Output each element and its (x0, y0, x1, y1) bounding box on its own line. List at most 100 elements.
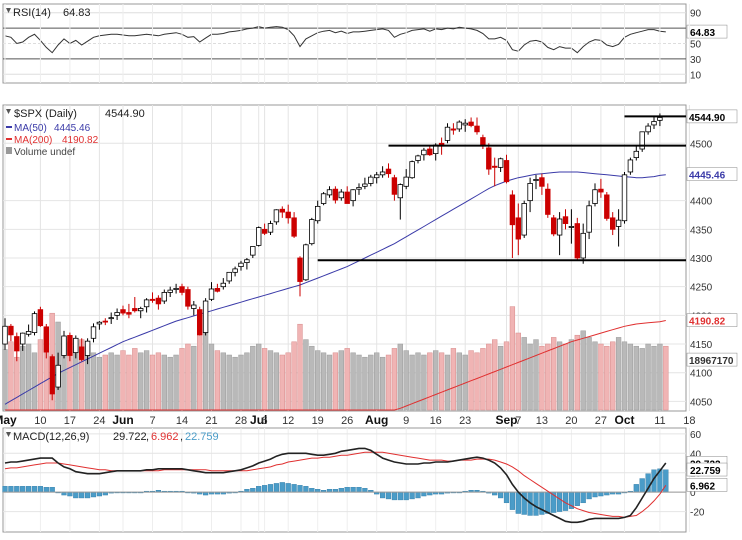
date-tick-label: 7 (515, 415, 521, 427)
candle-up (208, 288, 215, 300)
candle-up (651, 121, 657, 126)
volume-bar (338, 350, 344, 411)
candle-down (179, 286, 185, 293)
volume-bar (403, 350, 409, 411)
date-tick-label: 17 (64, 415, 76, 427)
date-tick-label: 19 (312, 415, 324, 427)
price-dropdown-icon[interactable] (6, 109, 11, 114)
macd-dropdown-icon[interactable] (6, 432, 11, 437)
candle-up (621, 174, 628, 222)
volume-bar (391, 348, 398, 411)
candle-down (427, 148, 433, 156)
date-tick-label: 10 (34, 415, 46, 427)
symbol-last-price: 4544.90 (105, 108, 145, 120)
candle-down (126, 312, 132, 315)
volume-bar (651, 345, 657, 411)
candle-down (214, 287, 221, 292)
volume-bar (362, 356, 368, 411)
volume-bar (2, 349, 8, 411)
macd-histogram-bar (273, 483, 280, 493)
volume-bar (250, 345, 256, 411)
macd-histogram-bar (256, 486, 262, 493)
volume-axis-label: 18967170 (689, 356, 734, 367)
date-tick-label: 7 (149, 415, 155, 427)
candle-up (167, 289, 173, 293)
candle-up (250, 246, 256, 256)
volume-bar (633, 345, 639, 411)
candle-up (421, 149, 427, 156)
candle-up (238, 262, 244, 268)
candle-down (185, 289, 191, 307)
volume-axis-label-badge (686, 352, 738, 367)
candle-up (303, 244, 309, 281)
macd-histogram-bar (90, 491, 97, 498)
price-tick-label: 4300 (690, 254, 713, 265)
candle-down (539, 177, 545, 187)
macd-histogram-bar (545, 491, 551, 514)
volume-bar (155, 352, 162, 411)
date-tick-label: 9 (403, 415, 409, 427)
volume-bar (132, 348, 138, 411)
macd-histogram-bar (2, 486, 8, 493)
volume-bar (149, 354, 156, 411)
volume-bar (539, 345, 545, 411)
volume-bar (37, 339, 44, 411)
volume-bar (509, 306, 516, 411)
volume-bar (486, 343, 492, 411)
date-tick-label: Jun (112, 413, 133, 427)
volume-bar (108, 352, 114, 411)
volume-bar (562, 343, 569, 411)
candle-up (314, 205, 321, 222)
macd-histogram-bar (26, 486, 32, 493)
volume-bar (208, 343, 215, 411)
volume-bar (521, 337, 527, 411)
date-tick-label: 23 (459, 415, 471, 427)
rsi-dropdown-icon[interactable] (6, 8, 11, 13)
volume-bar (256, 343, 262, 411)
volume-bar (315, 350, 321, 411)
volume-bar (415, 352, 421, 411)
candle-down (285, 211, 291, 219)
volume-bar (344, 348, 350, 411)
volume-bar (592, 341, 598, 411)
candle-up (232, 268, 238, 273)
candle-down (279, 208, 285, 213)
volume-bar (615, 337, 622, 411)
volume-bar (586, 337, 592, 411)
price-tick-label: 4250 (690, 283, 713, 294)
candle-up (633, 150, 639, 159)
candle-up (96, 321, 103, 325)
volume-bar (545, 343, 551, 411)
volume-bar (114, 354, 120, 411)
macd-histogram-bar (250, 488, 256, 493)
macd-histogram-bar (37, 486, 44, 493)
macd-histogram-bar (421, 491, 427, 497)
candle-up (521, 203, 527, 236)
volume-bar (214, 350, 221, 411)
candle-down (332, 188, 339, 201)
volume-bar (90, 352, 97, 411)
candle-up (373, 174, 380, 179)
macd-histogram-bar (380, 491, 386, 499)
last-price-label-badge (686, 109, 738, 124)
macd-histogram-bar (285, 483, 291, 493)
candle-up (362, 183, 368, 187)
date-tick-label: Sep (495, 413, 517, 427)
macd-histogram-bar (557, 491, 563, 512)
candle-down (515, 217, 521, 240)
candle-up (19, 332, 26, 345)
volume-layer (2, 306, 669, 411)
rsi-tick-label: 90 (690, 9, 702, 20)
volume-bar (25, 343, 32, 411)
candle-down (291, 217, 297, 237)
candle-up (244, 259, 250, 263)
candle-up (31, 313, 38, 333)
macd-histogram-bar (267, 484, 274, 493)
candle-up (114, 312, 120, 316)
volume-bar (438, 352, 445, 411)
macd-histogram-bar (262, 485, 268, 493)
volume-bar (379, 356, 386, 411)
volume-bar (291, 341, 297, 411)
volume-bar (450, 348, 457, 411)
candle-down (450, 128, 457, 131)
